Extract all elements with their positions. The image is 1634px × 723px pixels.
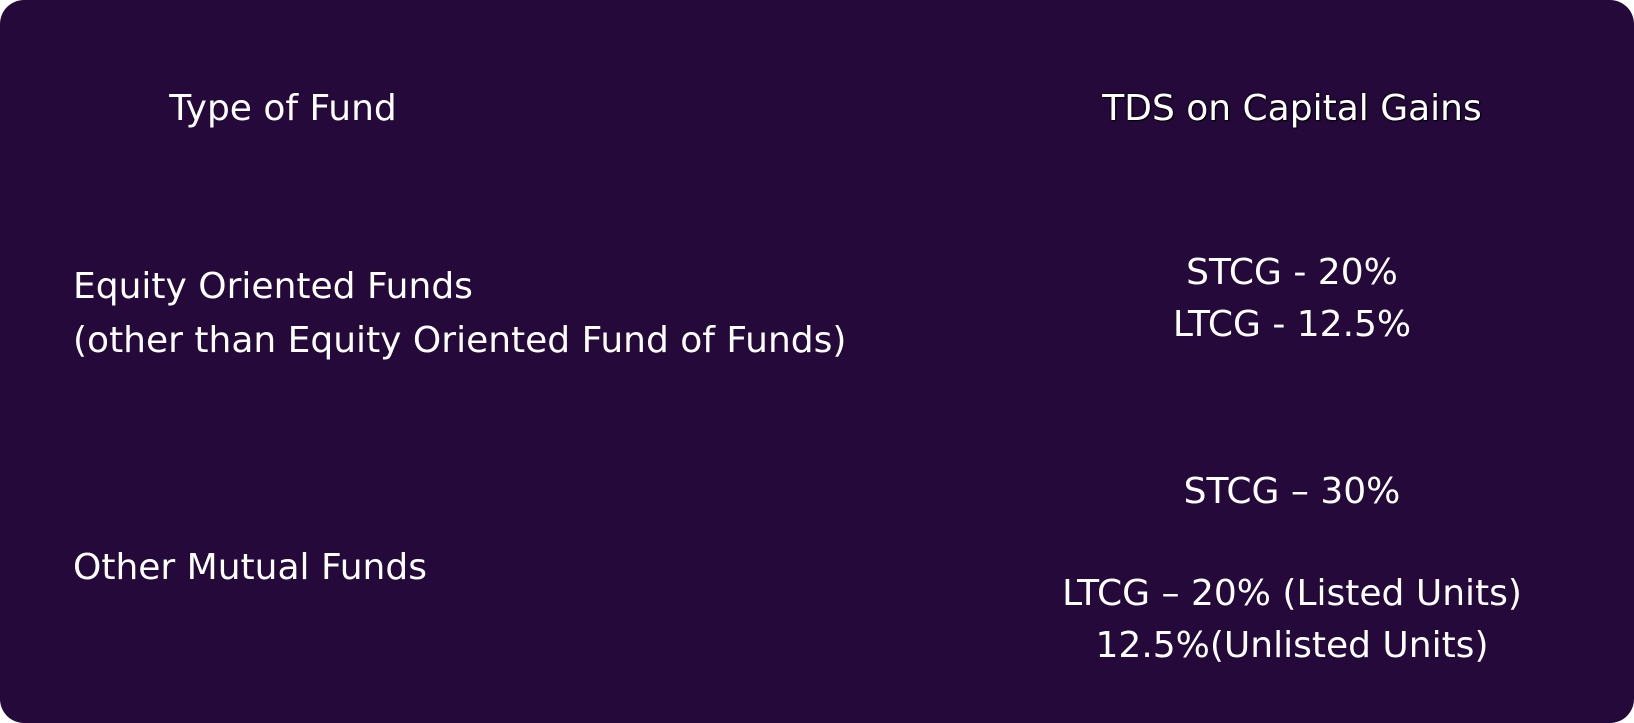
tds-rate: 12.5%(Unlisted Units) [1095, 625, 1489, 666]
header-cell: Type of Fund [169, 88, 397, 129]
tds-rate: STCG – 30% [1183, 471, 1401, 512]
fund-type: Equity Oriented Funds [73, 266, 473, 307]
tds-rate: STCG - 20% [1186, 252, 1398, 293]
fund-type-note: (other than Equity Oriented Fund of Fund… [73, 320, 847, 361]
tds-rate: LTCG – 20% (Listed Units) [1062, 573, 1522, 614]
header-cell: TDS on Capital Gains [1102, 88, 1482, 129]
fund-type: Other Mutual Funds [73, 547, 427, 588]
tds-rate: LTCG - 12.5% [1172, 304, 1412, 345]
